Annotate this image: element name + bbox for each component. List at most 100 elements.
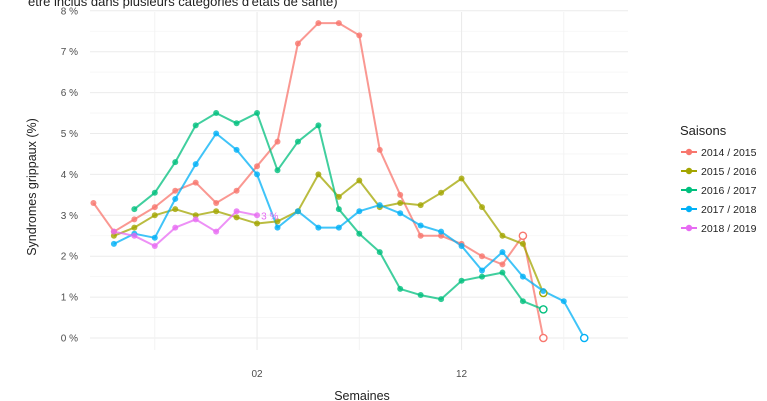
data-point-s3-5	[213, 130, 220, 137]
data-point-s1-10	[315, 171, 322, 178]
data-point-s0-11	[315, 20, 322, 27]
y-tick-label-1: 1 %	[61, 293, 78, 304]
data-point-s3-9	[294, 208, 301, 215]
data-point-s0-4	[172, 187, 179, 194]
data-point-s3-7	[254, 171, 261, 178]
y-axis-ticks: 0 % 1 % 2 % 3 % 4 % 5 % 6 % 7 % 8 %	[61, 6, 78, 344]
data-point-s1-15	[417, 202, 424, 209]
data-point-s3-10	[315, 224, 322, 231]
data-point-s0-marker	[518, 231, 528, 241]
data-point-s4-7	[254, 212, 261, 219]
data-point-s2-17	[479, 273, 485, 280]
data-point-s4-3	[172, 224, 179, 231]
x-tick-label-0: 02	[251, 369, 263, 380]
x-axis-ticks: 02 12	[251, 369, 467, 380]
data-point-s0-20	[499, 261, 506, 268]
data-point-s1-12	[356, 177, 363, 184]
data-point-s0-6	[213, 200, 220, 207]
legend-label-1: 2015 / 2016	[701, 166, 757, 178]
data-point-s3-17	[458, 242, 465, 249]
y-tick-label-2: 2 %	[61, 252, 78, 263]
data-point-s2-16	[458, 277, 465, 284]
data-point-s3-3	[172, 195, 179, 202]
data-point-s3-12	[356, 208, 363, 215]
data-point-s4-6	[233, 208, 240, 215]
y-tick-label-4: 4 %	[61, 170, 78, 181]
data-point-s1-1	[131, 224, 138, 231]
data-point-s3-13	[376, 202, 383, 209]
legend-title: Saisons	[680, 123, 727, 138]
data-point-s0-9	[274, 138, 281, 145]
data-point-s0-3	[151, 204, 158, 211]
data-point-s3-2	[151, 234, 158, 241]
series-line-0	[92, 22, 545, 339]
data-point-s3-20	[519, 273, 526, 280]
legend-marker-1	[685, 167, 693, 175]
data-point-s2-4	[213, 110, 220, 117]
data-point-s2-19	[519, 298, 526, 305]
data-point-s4-2	[151, 242, 158, 249]
data-point-s4-1	[131, 232, 138, 239]
data-point-s2-20	[539, 305, 548, 314]
y-axis-title: Syndromes grippaux (%)	[25, 118, 39, 256]
data-point-s2-3	[192, 122, 199, 129]
data-point-s1-6	[233, 214, 240, 221]
data-point-s2-5	[233, 120, 240, 127]
data-point-s3-0	[110, 240, 117, 247]
data-point-s2-9	[315, 122, 322, 129]
data-point-s4-0	[110, 228, 117, 235]
legend-marker-3	[685, 205, 693, 213]
data-point-s4-5	[213, 228, 220, 235]
data-point-s3-6	[233, 146, 240, 153]
legend-marker-0	[685, 148, 693, 156]
data-point-s2-1	[151, 189, 158, 196]
data-point-s3-14	[397, 210, 404, 217]
data-point-s0-16	[417, 232, 424, 239]
data-point-s3-19	[499, 249, 506, 256]
data-point-s0-19	[479, 253, 485, 260]
data-point-s2-15	[438, 296, 445, 303]
data-point-s1-5	[213, 208, 220, 215]
y-tick-label-6: 6 %	[61, 88, 78, 99]
page-caption: être inclus dans plusieurs catégories d'…	[28, 0, 338, 9]
y-tick-label-7: 7 %	[61, 47, 78, 58]
data-point-s2-13	[397, 285, 404, 292]
data-point-s1-3	[172, 206, 179, 213]
data-point-s1-11	[335, 193, 342, 200]
data-point-s1-17	[458, 175, 465, 182]
data-point-s4-4	[192, 216, 199, 223]
y-tick-label-5: 5 %	[61, 129, 78, 140]
legend: Saisons 2014 / 2015 2015 / 2016 2016 / 201…	[680, 123, 757, 235]
series-points	[90, 20, 589, 343]
data-point-s2-6	[254, 110, 261, 117]
data-point-s3-8	[274, 224, 281, 231]
data-point-s0-0	[90, 200, 97, 207]
data-point-s1-16	[438, 189, 445, 196]
data-point-s0-7	[233, 187, 240, 194]
data-point-s2-14	[417, 292, 424, 299]
legend-marker-4	[685, 224, 693, 232]
series-lines	[92, 22, 586, 339]
data-point-s1-7	[254, 220, 261, 227]
data-point-s0-2	[131, 216, 138, 223]
legend-label-3: 2017 / 2018	[701, 204, 757, 216]
legend-marker-2	[685, 186, 693, 194]
data-point-s3-23	[579, 333, 589, 343]
data-point-s1-2	[151, 212, 158, 219]
legend-label-0: 2014 / 2015	[701, 147, 757, 159]
annotations: 3 %	[261, 211, 278, 222]
data-point-s0-8	[254, 163, 261, 170]
data-point-s0-15	[397, 191, 404, 198]
data-point-s1-14	[397, 200, 404, 207]
series-line-1	[113, 173, 545, 294]
data-point-s0-13	[356, 32, 363, 39]
x-axis-title: Semaines	[334, 389, 390, 401]
data-point-s3-16	[438, 228, 445, 235]
data-point-s3-15	[417, 222, 424, 229]
data-point-s0-12	[335, 20, 342, 27]
data-point-s2-18	[499, 269, 506, 276]
data-point-s0-22	[539, 333, 548, 343]
data-point-s2-10	[335, 206, 342, 213]
annotation-0: 3 %	[261, 211, 278, 222]
